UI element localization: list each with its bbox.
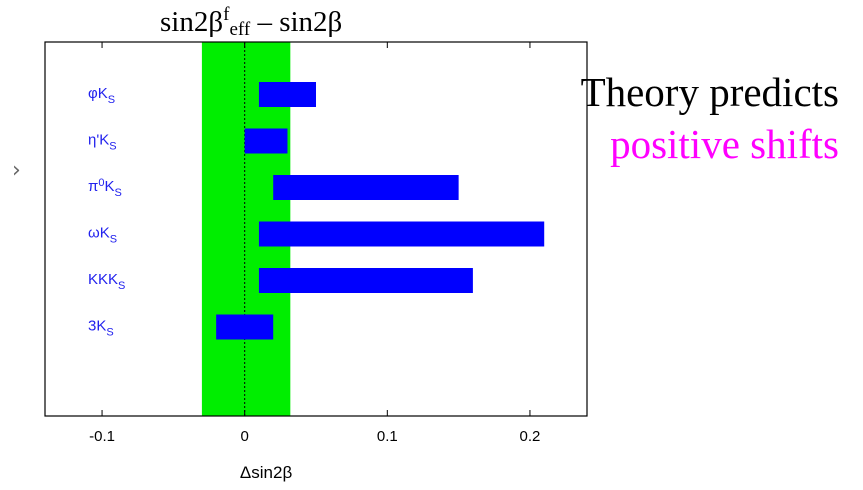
bar-4 bbox=[258, 268, 473, 293]
title-main: sin2β bbox=[160, 6, 224, 38]
category-label-2: π0KS bbox=[88, 177, 122, 199]
title-sub: eff bbox=[229, 19, 251, 40]
category-label-1: η'KS bbox=[88, 132, 117, 153]
theory-annotation: Theory predicts positive shifts bbox=[581, 66, 839, 170]
title-rest: – sin2β bbox=[257, 6, 343, 38]
annotation-line-1: Theory predicts bbox=[580, 69, 839, 115]
category-label-4: KKKS bbox=[88, 271, 125, 292]
chevron-right-icon: › bbox=[12, 158, 21, 183]
x-tick-label-2: 0.1 bbox=[377, 428, 398, 445]
annotation-line-2: positive shifts bbox=[610, 121, 839, 167]
bar-2 bbox=[273, 175, 459, 200]
bar-0 bbox=[258, 82, 316, 107]
x-tick-label-1: 0 bbox=[241, 428, 249, 445]
bar-3 bbox=[258, 221, 545, 247]
category-label-0: φKS bbox=[88, 85, 115, 106]
x-tick-label-3: 0.2 bbox=[520, 428, 541, 445]
bar-5 bbox=[216, 314, 274, 340]
plot-frame bbox=[44, 41, 588, 417]
category-label-3: ωKS bbox=[88, 225, 117, 246]
chart-title: sin2βfeff – sin2β bbox=[160, 4, 480, 44]
x-tick-label-0: -0.1 bbox=[89, 428, 115, 445]
x-axis-label: Δsin2β bbox=[240, 463, 293, 482]
title-sup: f bbox=[223, 4, 230, 25]
bar-1 bbox=[244, 128, 288, 154]
plot-layer: φKS η'KS π0KS ωKS KKKS 3KS -0.1 0 0.1 0.2 Δsin2β bbox=[44, 41, 588, 482]
category-label-5: 3KS bbox=[88, 318, 114, 339]
